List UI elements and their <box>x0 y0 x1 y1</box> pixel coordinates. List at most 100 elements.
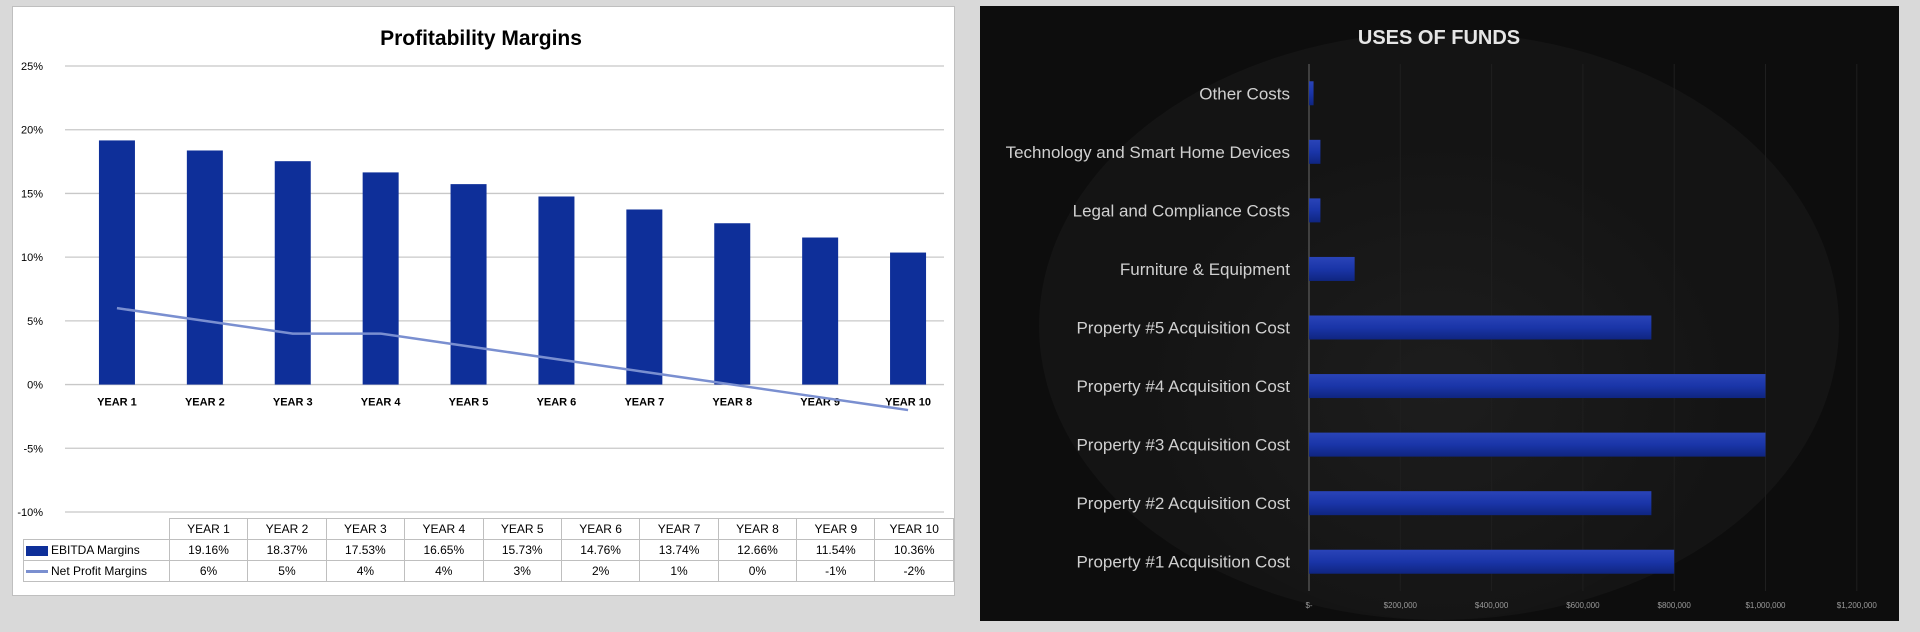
table-header-cell: YEAR 5 <box>482 518 562 540</box>
table-cell: 3% <box>482 560 562 582</box>
chart-title: USES OF FUNDS <box>1358 27 1520 49</box>
table-cell: 5% <box>247 560 327 582</box>
legend-entry: EBITDA Margins <box>23 539 170 561</box>
x-tick-label: $1,200,000 <box>1837 601 1878 610</box>
data-table: YEAR 1 YEAR 2 YEAR 3 YEAR 4 YEAR 5 YEAR 6 YEAR… <box>23 518 954 582</box>
x-tick-label: YEAR 1 <box>97 397 137 409</box>
table-cell: 1% <box>639 560 719 582</box>
table-header-cell: YEAR 6 <box>560 518 641 540</box>
ebitda-bar <box>538 196 575 385</box>
background-glow-inner <box>1139 112 1739 620</box>
legend-swatch-icon <box>26 570 48 574</box>
y-tick-label: 25% <box>21 61 43 73</box>
ebitda-bar <box>450 184 487 385</box>
x-tick-label: YEAR 8 <box>712 397 752 409</box>
table-cell: 15.73% <box>482 539 562 561</box>
profitability-chart-svg: Profitability Margins 25% 20% 15% 10% 5% 0% -5… <box>17 27 944 519</box>
category-label: Property #4 Acquisition Cost <box>1076 377 1290 396</box>
table-cell: -1% <box>796 560 876 582</box>
funds-bar <box>1309 139 1321 164</box>
category-label: Property #5 Acquisition Cost <box>1076 319 1290 338</box>
funds-bar <box>1309 432 1766 457</box>
funds-bar <box>1309 198 1321 223</box>
funds-bar <box>1309 81 1314 106</box>
category-label: Property #3 Acquisition Cost <box>1076 436 1290 455</box>
table-cell: 14.76% <box>560 539 641 561</box>
table-header-cell: YEAR 4 <box>404 518 484 540</box>
funds-bar <box>1309 374 1766 399</box>
x-tick-label: $200,000 <box>1384 601 1418 610</box>
funds-bar <box>1309 256 1355 281</box>
ebitda-bar <box>802 237 839 385</box>
ebitda-bar <box>714 223 751 385</box>
ebitda-bar <box>890 252 927 385</box>
y-tick-label: 15% <box>21 188 43 200</box>
table-cell: 17.53% <box>325 539 406 561</box>
table-header-cell: YEAR 9 <box>796 518 876 540</box>
category-label: Other Costs <box>1199 84 1290 103</box>
series-name: Net Profit Margins <box>51 564 148 578</box>
funds-bar <box>1309 549 1675 574</box>
series-name: EBITDA Margins <box>51 543 140 557</box>
table-cell: 18.37% <box>247 539 327 561</box>
legend-entry: Net Profit Margins <box>23 560 170 582</box>
chart-title: Profitability Margins <box>380 27 582 50</box>
table-cell: 19.16% <box>168 539 249 561</box>
x-tick-label: $400,000 <box>1475 601 1509 610</box>
table-cell: 16.65% <box>404 539 484 561</box>
x-tick-label: $600,000 <box>1566 601 1600 610</box>
table-row: EBITDA Margins 19.16% 18.37% 17.53% 16.65% 15… <box>23 539 954 561</box>
x-tick-label: YEAR 5 <box>449 397 489 409</box>
y-tick-label: 20% <box>21 125 43 137</box>
uses-of-funds-chart: USES OF FUNDS $- $200,000 $400,000 $600,000… <box>980 6 1899 621</box>
x-tick-label: YEAR 4 <box>361 397 402 409</box>
funds-bar <box>1309 315 1652 340</box>
table-cell: 4% <box>325 560 406 582</box>
funds-bar <box>1309 491 1652 516</box>
table-cell: 11.54% <box>796 539 876 561</box>
ebitda-bar <box>186 150 223 385</box>
table-header-cell: YEAR 8 <box>717 518 798 540</box>
table-cell: 13.74% <box>639 539 719 561</box>
x-tick-label: YEAR 3 <box>273 397 313 409</box>
table-header-cell: YEAR 7 <box>639 518 719 540</box>
table-header-cell: YEAR 3 <box>325 518 406 540</box>
table-cell: 10.36% <box>874 539 954 561</box>
x-tick-label: YEAR 6 <box>537 397 577 409</box>
table-header-cell: YEAR 2 <box>247 518 327 540</box>
table-header-cell: YEAR 10 <box>874 518 954 540</box>
table-cell: 6% <box>168 560 249 582</box>
y-tick-label: -5% <box>23 443 43 455</box>
x-tick-label: $- <box>1305 601 1312 610</box>
x-tick-label: YEAR 2 <box>185 397 225 409</box>
table-row: Net Profit Margins 6% 5% 4% 4% 3% 2% 1% 0% -1% -2% <box>23 560 954 582</box>
y-tick-label: 10% <box>21 252 43 264</box>
category-label: Property #1 Acquisition Cost <box>1076 553 1290 572</box>
y-tick-label: 5% <box>27 316 43 328</box>
x-tick-label: $1,000,000 <box>1745 601 1786 610</box>
category-label: Technology and Smart Home Devices <box>1006 143 1290 162</box>
profitability-margins-chart: Profitability Margins 25% 20% 15% 10% 5% 0% -5… <box>12 6 955 596</box>
table-cell: 12.66% <box>717 539 798 561</box>
category-label: Furniture & Equipment <box>1120 260 1290 279</box>
table-cell: 4% <box>404 560 484 582</box>
x-tick-label: YEAR 7 <box>624 397 664 409</box>
table-corner <box>24 519 170 540</box>
table-cell: 0% <box>717 560 798 582</box>
legend-swatch-icon <box>26 545 48 556</box>
y-tick-label: -10% <box>17 507 43 519</box>
x-tick-label: YEAR 10 <box>885 397 931 409</box>
x-tick-label: $800,000 <box>1658 601 1692 610</box>
net-profit-line <box>116 306 909 412</box>
ebitda-bar <box>98 140 135 385</box>
uses-of-funds-svg: USES OF FUNDS $- $200,000 $400,000 $600,000… <box>1006 27 1878 620</box>
table-header-cell: YEAR 1 <box>168 518 249 540</box>
ebitda-bar <box>362 172 399 385</box>
table-cell: -2% <box>874 560 954 582</box>
table-cell: 2% <box>560 560 641 582</box>
ebitda-bar <box>274 161 311 385</box>
category-label: Legal and Compliance Costs <box>1073 201 1290 220</box>
y-tick-label: 0% <box>27 380 43 392</box>
category-label: Property #2 Acquisition Cost <box>1076 494 1290 513</box>
ebitda-bar <box>626 209 663 385</box>
